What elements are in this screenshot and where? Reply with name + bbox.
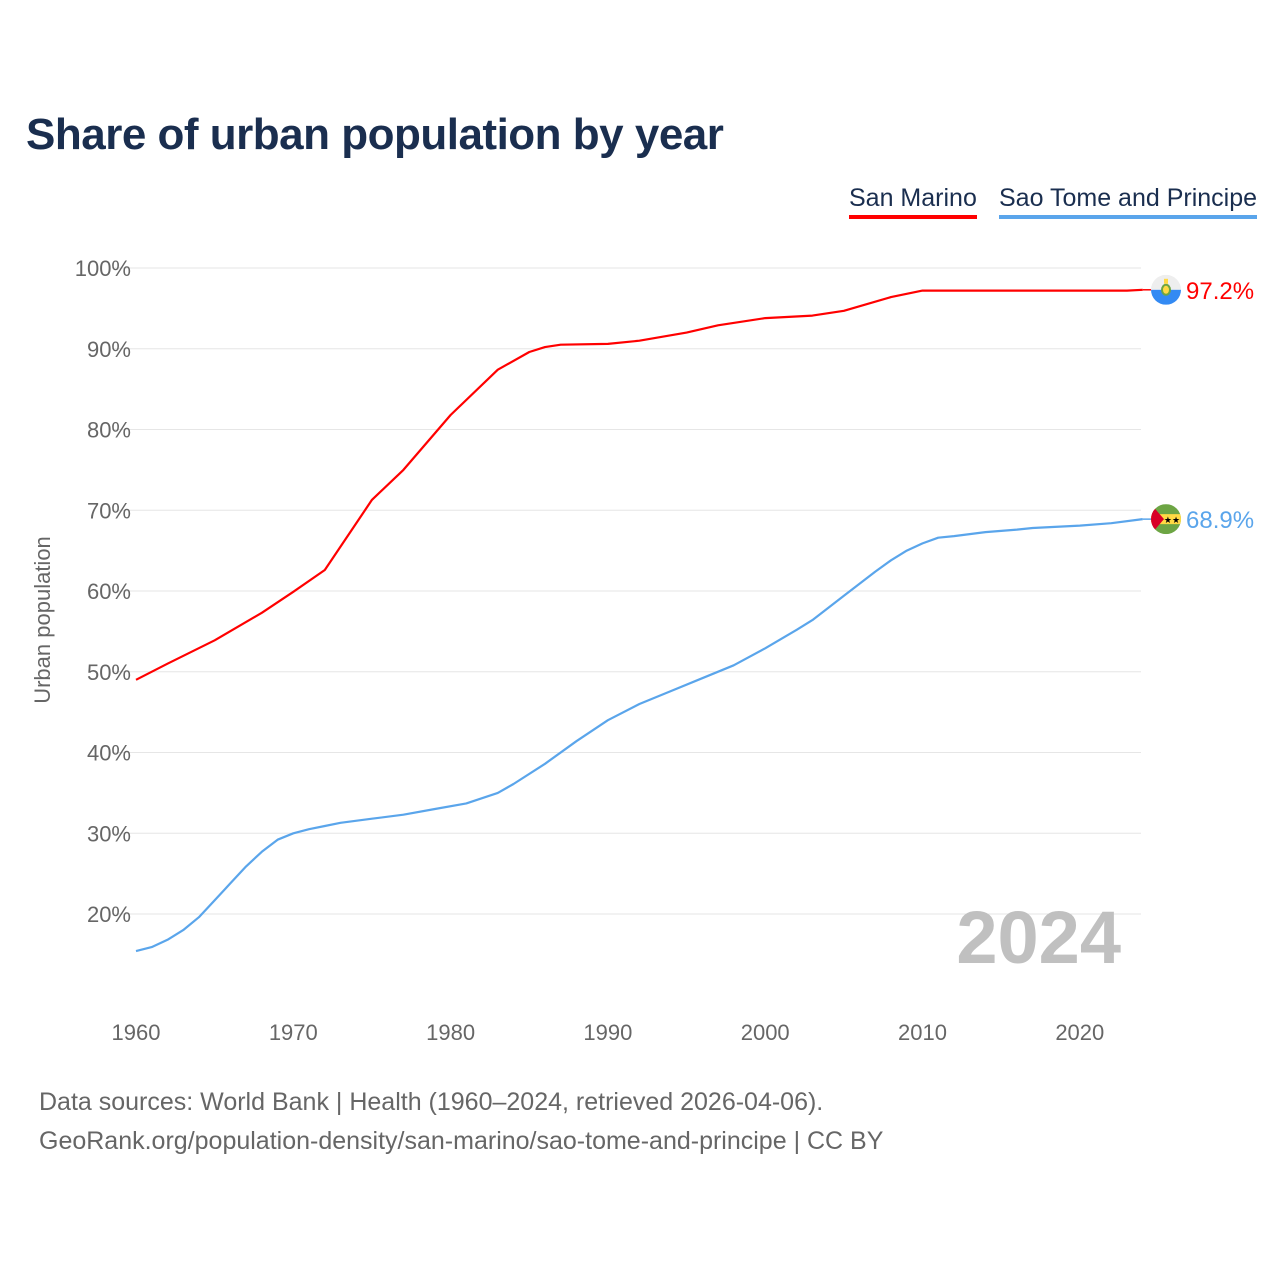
san-marino-flag-icon (1151, 274, 1181, 305)
y-tick-label: 20% (87, 902, 131, 927)
x-tick-label: 2010 (898, 1020, 947, 1045)
series-line-0 (135, 288, 1143, 681)
x-tick-label: 1960 (112, 1020, 161, 1045)
y-tick-label: 40% (87, 741, 131, 766)
source-url[interactable]: GeoRank.org/population-density/san-marin… (39, 1127, 884, 1155)
x-tick-label: 1990 (583, 1020, 632, 1045)
source-line: Data sources: World Bank | Health (1960–… (39, 1088, 824, 1116)
svg-text:★★: ★★ (1164, 515, 1180, 525)
year-watermark: 2024 (956, 896, 1121, 979)
chart-title: Share of urban population by year (26, 110, 724, 159)
y-tick-label: 70% (87, 498, 131, 523)
legend-sao-tome[interactable]: Sao Tome and Principe (999, 184, 1258, 219)
x-tick-label: 1980 (426, 1020, 475, 1045)
legend-san-marino[interactable]: San Marino (849, 184, 977, 219)
y-axis-label: Urban population (30, 536, 55, 704)
sao-tome-flag-icon: ★★ (1151, 504, 1181, 535)
x-tick-label: 2020 (1055, 1020, 1104, 1045)
x-tick-label: 2000 (741, 1020, 790, 1045)
y-tick-label: 100% (75, 256, 131, 281)
y-tick-label: 60% (87, 579, 131, 604)
y-tick-label: 80% (87, 418, 131, 443)
y-tick-label: 30% (87, 821, 131, 846)
series-line-1 (135, 518, 1143, 953)
y-tick-label: 50% (87, 660, 131, 685)
x-tick-label: 1970 (269, 1020, 318, 1045)
y-tick-label: 90% (87, 337, 131, 362)
end-label-1: 68.9% (1186, 507, 1254, 534)
end-label-0: 97.2% (1186, 278, 1254, 305)
